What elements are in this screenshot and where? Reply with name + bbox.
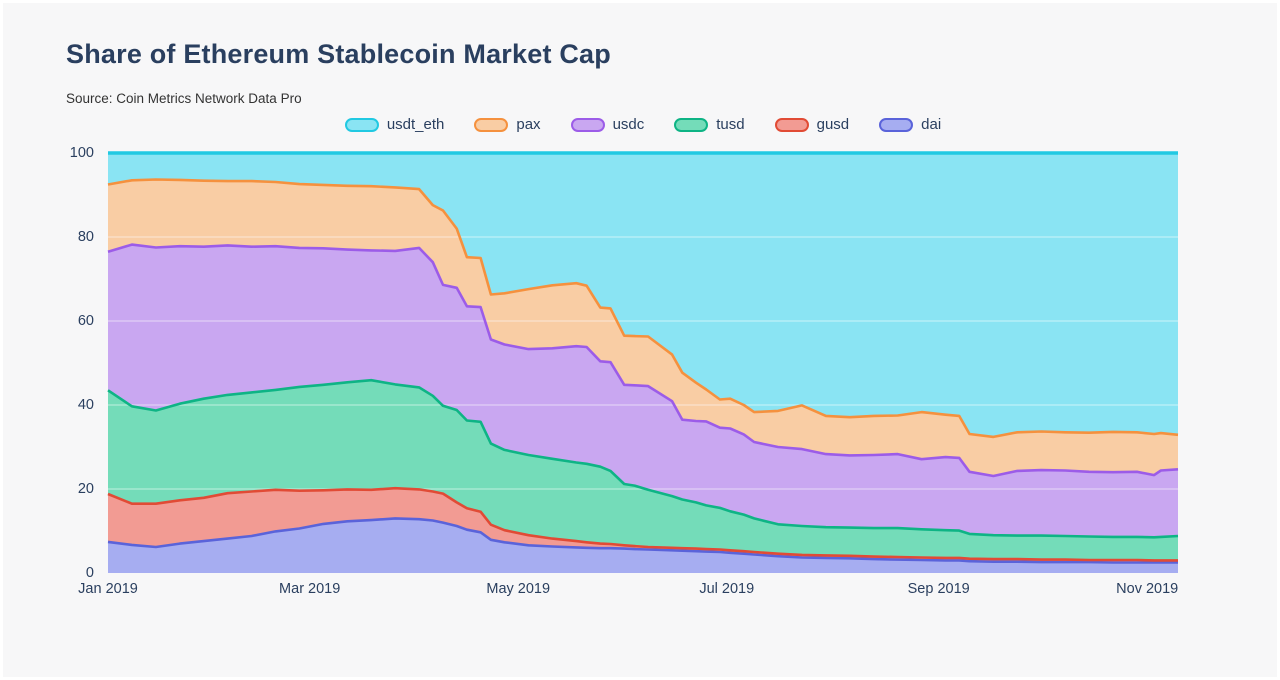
legend: usdt_eth pax usdc tusd gusd dai bbox=[108, 116, 1178, 133]
legend-item-gusd[interactable]: gusd bbox=[774, 116, 850, 133]
x-tick-nov-2019: Nov 2019 bbox=[1116, 581, 1179, 597]
legend-item-dai[interactable]: dai bbox=[879, 116, 941, 133]
area-usdc[interactable] bbox=[108, 244, 1178, 538]
plot-area[interactable] bbox=[107, 151, 1179, 573]
legend-label-usdc: usdc bbox=[612, 116, 645, 133]
legend-swatch-gusd bbox=[774, 117, 809, 132]
legend-swatch-tusd bbox=[674, 117, 709, 132]
line-dai[interactable] bbox=[107, 517, 1178, 564]
line-usdc[interactable] bbox=[107, 243, 1179, 478]
legend-swatch-pax bbox=[474, 117, 509, 132]
legend-item-pax[interactable]: pax bbox=[474, 116, 541, 133]
page-title: Share of Ethereum Stablecoin Market Cap bbox=[66, 39, 611, 69]
x-tick-may-2019: May 2019 bbox=[486, 581, 551, 597]
x-tick-sep-2019: Sep 2019 bbox=[907, 581, 970, 597]
y-tick-40: 40 bbox=[77, 397, 94, 413]
stacked-area-chart[interactable] bbox=[107, 151, 1179, 573]
y-tick-60: 60 bbox=[77, 313, 94, 329]
legend-item-usdc[interactable]: usdc bbox=[570, 116, 645, 133]
legend-item-usdt_eth[interactable]: usdt_eth bbox=[344, 116, 445, 133]
legend-swatch-usdt_eth bbox=[344, 117, 379, 132]
line-pax[interactable] bbox=[107, 178, 1179, 439]
legend-swatch-usdc bbox=[570, 117, 605, 132]
legend-label-pax: pax bbox=[516, 116, 541, 133]
legend-swatch-dai bbox=[879, 117, 914, 132]
x-tick-jul-2019: Jul 2019 bbox=[699, 581, 755, 597]
x-tick-jan-2019: Jan 2019 bbox=[78, 581, 138, 597]
area-dai[interactable] bbox=[108, 518, 1178, 573]
y-tick-20: 20 bbox=[77, 481, 94, 497]
area-tusd[interactable] bbox=[108, 380, 1178, 561]
area-pax[interactable] bbox=[108, 179, 1178, 477]
legend-label-dai: dai bbox=[921, 116, 942, 133]
legend-label-tusd: tusd bbox=[716, 116, 745, 133]
x-tick-mar-2019: Mar 2019 bbox=[279, 581, 341, 597]
y-tick-0: 0 bbox=[85, 565, 94, 581]
legend-label-gusd: gusd bbox=[816, 116, 850, 133]
area-usdt_eth[interactable] bbox=[108, 153, 1178, 437]
legend-label-usdt_eth: usdt_eth bbox=[386, 116, 445, 133]
source-annotation: Source: Coin Metrics Network Data Pro bbox=[66, 91, 302, 106]
line-tusd[interactable] bbox=[107, 378, 1179, 539]
y-tick-80: 80 bbox=[77, 229, 94, 245]
chart-canvas: Share of Ethereum Stablecoin Market Cap … bbox=[3, 3, 1277, 677]
y-tick-100: 100 bbox=[69, 145, 94, 161]
legend-item-tusd[interactable]: tusd bbox=[674, 116, 745, 133]
area-gusd[interactable] bbox=[108, 488, 1178, 563]
line-gusd[interactable] bbox=[107, 486, 1178, 562]
